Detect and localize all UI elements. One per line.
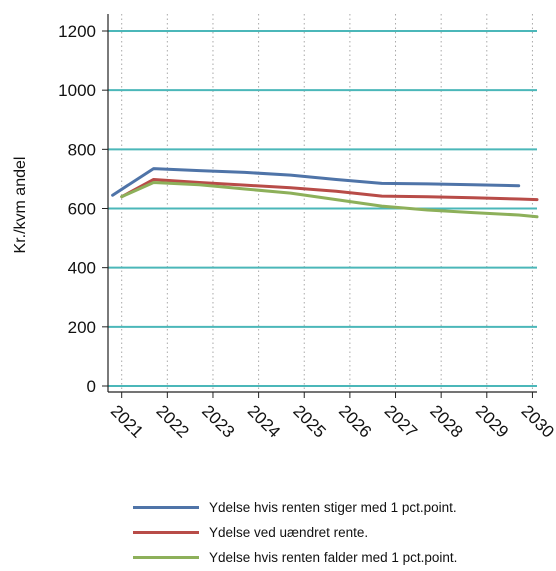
x-tick-label-2028: 2028 <box>426 401 466 441</box>
legend-label-2: Ydelse ved uændret rente. <box>209 524 369 540</box>
legend-swatch-1 <box>133 505 199 509</box>
x-tick-label-2027: 2027 <box>381 401 421 441</box>
y-axis-ticks: 0 200 400 600 800 1000 1200 <box>58 22 108 396</box>
x-axis-ticks: 2021 2022 2023 2024 2025 2026 2027 2028 2029 2030 <box>107 392 556 442</box>
legend: Ydelse hvis renten stiger med 1 pct.poin… <box>133 496 548 571</box>
legend-item-2: Ydelse ved uændret rente. <box>133 521 548 543</box>
x-tick-label-2026: 2026 <box>335 401 375 441</box>
legend-label-1: Ydelse hvis renten stiger med 1 pct.poin… <box>209 499 457 515</box>
legend-item-1: Ydelse hvis renten stiger med 1 pct.poin… <box>133 496 548 518</box>
y-tick-label-0: 0 <box>87 377 96 396</box>
y-tick-label-600: 600 <box>68 200 96 219</box>
y-tick-label-1200: 1200 <box>58 22 96 41</box>
x-tick-label-2030: 2030 <box>518 401 556 441</box>
legend-item-3: Ydelse hvis renten falder med 1 pct.poin… <box>133 546 548 568</box>
series-line-1 <box>111 167 521 197</box>
series-line-3 <box>120 181 539 219</box>
legend-swatch-3 <box>133 555 199 559</box>
y-tick-label-400: 400 <box>68 259 96 278</box>
y-tick-label-1000: 1000 <box>58 81 96 100</box>
horizontal-gridlines <box>108 30 537 387</box>
series-line-2 <box>120 178 539 202</box>
vertical-gridlines <box>121 14 533 392</box>
legend-label-3: Ydelse hvis renten falder med 1 pct.poin… <box>209 549 458 565</box>
y-tick-label-800: 800 <box>68 140 96 159</box>
series-lines <box>111 167 539 219</box>
legend-swatch-2 <box>133 530 199 534</box>
y-axis-title: Kr./kvm andel <box>12 157 29 254</box>
x-tick-label-2022: 2022 <box>153 401 193 441</box>
y-tick-label-200: 200 <box>68 318 96 337</box>
x-tick-label-2023: 2023 <box>198 401 238 441</box>
x-tick-label-2024: 2024 <box>244 401 284 441</box>
axes <box>107 14 537 393</box>
x-tick-label-2025: 2025 <box>289 401 329 441</box>
x-tick-label-2021: 2021 <box>107 401 147 441</box>
x-tick-label-2029: 2029 <box>472 401 512 441</box>
